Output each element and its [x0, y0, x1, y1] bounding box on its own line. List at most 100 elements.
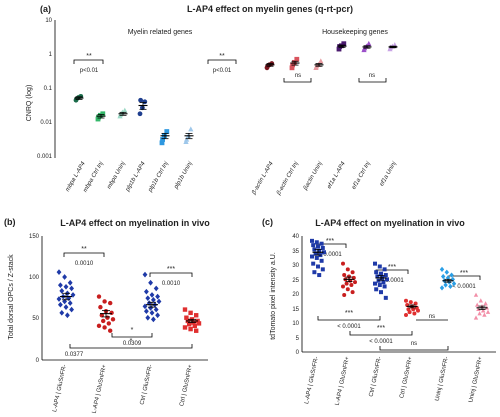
panel-b-bracket-4 — [111, 333, 153, 338]
data-point — [476, 306, 481, 312]
data-point — [481, 308, 486, 313]
data-point — [182, 307, 188, 312]
data-point — [320, 267, 325, 272]
data-point — [349, 283, 354, 288]
data-point — [160, 137, 165, 142]
data-point — [63, 304, 69, 310]
data-point — [108, 328, 113, 333]
panel-a-yaxis: 0.001 0.01 0.1 1 10 — [37, 18, 56, 160]
panel-c-ytick: 15 — [292, 307, 299, 313]
data-point — [478, 298, 483, 303]
panel-a-group-housekeeping: Housekeeping genes — [322, 29, 388, 36]
panel-c-bracket-7 — [379, 346, 449, 351]
panel-c-ytick: 5 — [296, 336, 300, 342]
data-point — [375, 274, 380, 279]
panel-b-xlabel: Ctrl | GluSnFR- — [140, 364, 154, 405]
panel-c-p-3: < 0.0001 — [452, 284, 476, 290]
data-point — [382, 267, 387, 272]
data-point — [311, 243, 316, 248]
data-point — [341, 41, 347, 47]
data-point — [473, 315, 479, 320]
data-point — [374, 270, 379, 275]
data-point — [353, 280, 357, 285]
data-point — [473, 292, 479, 297]
data-point — [316, 244, 320, 249]
data-point — [56, 269, 62, 276]
data-point — [322, 250, 326, 255]
data-point — [319, 241, 324, 246]
data-point — [408, 300, 413, 305]
data-point — [66, 295, 72, 302]
data-point — [317, 248, 322, 253]
data-point — [188, 126, 194, 132]
panel-a-group-myelin: Myelin related genes — [128, 29, 193, 36]
panel-a-xlabel: ef1a Ctrl Inj — [351, 160, 372, 190]
data-point — [150, 296, 156, 303]
data-point — [155, 312, 161, 319]
data-point — [138, 97, 144, 103]
data-point — [102, 325, 107, 330]
data-point — [449, 272, 454, 278]
panel-a-title: L-AP4 effect on myelin genes (q-rt-pcr) — [187, 4, 353, 14]
data-point — [312, 247, 317, 252]
panel-c-ytick: 20 — [292, 292, 299, 298]
panel-a-xlabels: mbpa L-AP4 mbpa Ctrl Inj mbpa Uninj plp1… — [65, 160, 398, 197]
data-point — [96, 114, 101, 120]
panel-a-xlabel: ef1a Uninj — [379, 160, 398, 187]
panel-a-xlabel: βactin Uninj — [302, 160, 324, 192]
data-point — [350, 270, 355, 275]
data-point — [382, 284, 387, 289]
data-point — [441, 273, 446, 280]
data-point — [294, 56, 300, 62]
panel-b-xlabel: L-AP4 | GluSnFR+ — [92, 364, 108, 414]
data-point — [347, 274, 351, 279]
data-point — [444, 269, 449, 275]
data-point — [142, 271, 148, 278]
data-point — [148, 279, 154, 286]
data-point — [145, 295, 151, 302]
panel-b-yticks: 0 50 100 150 — [29, 234, 40, 364]
panel-a-marks — [73, 40, 398, 146]
panel-b-title: L-AP4 effect on myelination in vivo — [60, 218, 210, 228]
data-point — [69, 306, 75, 313]
panel-a-ytick: 1 — [49, 52, 53, 58]
panel-b-xlabel: Ctrl | GluSnFR+ — [179, 364, 194, 407]
data-point — [159, 140, 165, 146]
panel-b-sig-4: * — [131, 327, 134, 334]
data-point — [477, 311, 482, 316]
data-point — [443, 282, 448, 288]
data-point — [122, 107, 128, 113]
data-point — [145, 314, 151, 321]
data-point — [149, 309, 155, 316]
panel-a-xlabel: mbpa Uninj — [106, 160, 127, 190]
data-point — [109, 310, 114, 316]
panel-b-bracket-2 — [149, 272, 193, 277]
panel-a-yticks: 0.001 0.01 0.1 1 10 — [37, 18, 53, 160]
data-point — [143, 308, 149, 315]
panel-a-ytick: 10 — [45, 18, 52, 24]
data-point — [96, 294, 102, 299]
data-point — [377, 264, 382, 269]
data-point — [59, 309, 65, 316]
panel-b-sig-2: *** — [167, 266, 175, 273]
data-point — [183, 136, 190, 142]
data-point — [404, 298, 408, 303]
data-point — [100, 111, 106, 117]
panel-c-xlabels: L-AP4 | GluSnFR- L-AP4 | GluSnFR+ Ctrl |… — [304, 356, 484, 406]
panel-a-ytick: 0.01 — [40, 120, 52, 126]
data-point — [64, 312, 70, 319]
panel-a-ns-ef1a: ns — [369, 73, 375, 79]
data-point — [383, 273, 388, 278]
data-point — [385, 277, 389, 282]
data-point — [485, 309, 491, 314]
panel-c-ytick: 40 — [292, 234, 299, 240]
data-point — [445, 275, 451, 281]
panel-a-ns-bactin: ns — [295, 73, 301, 79]
data-point — [142, 99, 148, 105]
data-point — [412, 311, 417, 316]
panel-b-bracket-1 — [63, 252, 105, 257]
data-point — [69, 285, 75, 292]
panel-c-xlabel: L-AP4 | GluSnFR+ — [335, 356, 351, 406]
panel-c-xlabel: Uninj | GluSnFR+ — [468, 356, 484, 403]
panel-c-ns-2: ns — [411, 341, 417, 347]
